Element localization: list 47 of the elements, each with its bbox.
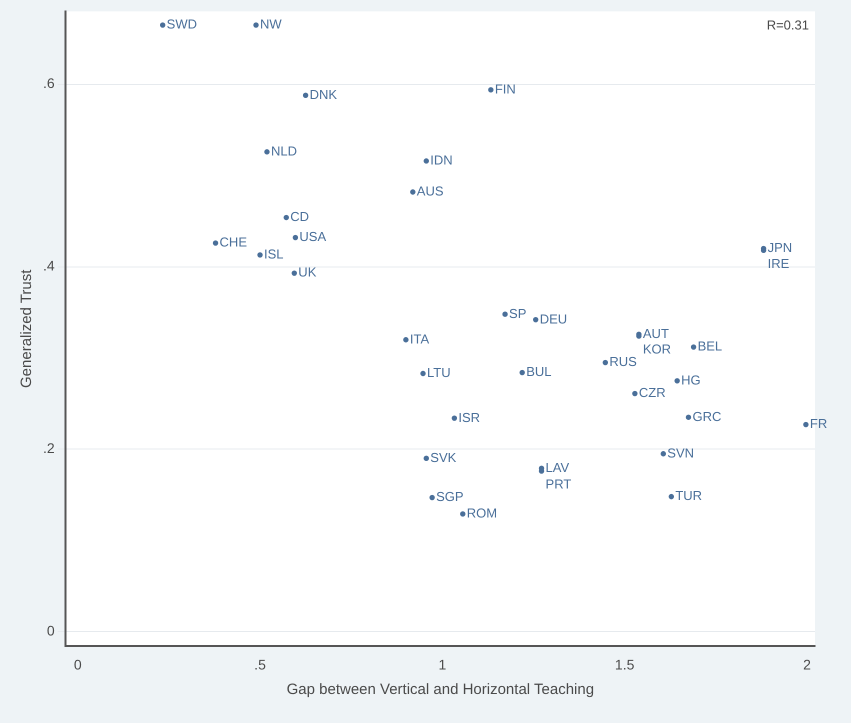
- data-label: SVN: [667, 445, 694, 460]
- y-tick-label: .2: [42, 440, 55, 456]
- data-label: SP: [509, 306, 526, 321]
- x-tick-label: 0: [74, 656, 82, 672]
- data-label: GRC: [692, 408, 722, 424]
- data-label: IRE: [768, 256, 790, 271]
- data-label: IDN: [430, 152, 453, 168]
- data-label: LTU: [427, 365, 451, 380]
- data-label: BEL: [698, 338, 722, 354]
- data-label: PRT: [546, 476, 572, 492]
- y-axis-title: Generalized Trust: [18, 268, 36, 388]
- x-tick-label: .5: [254, 656, 266, 672]
- data-label: TUR: [675, 488, 702, 504]
- data-label: BUL: [526, 364, 552, 380]
- data-label: NW: [260, 16, 282, 32]
- data-label: KOR: [642, 342, 672, 357]
- data-label: USA: [299, 229, 326, 244]
- data-label: ITA: [410, 331, 430, 346]
- data-label: ISR: [458, 410, 480, 425]
- data-label: ROM: [466, 506, 498, 521]
- annotation: R=0.31: [766, 17, 809, 32]
- data-label: CHE: [220, 234, 248, 250]
- y-tick-label: .6: [42, 75, 55, 92]
- data-label: SGP: [436, 489, 464, 504]
- x-tick-label: 2: [803, 656, 812, 672]
- y-tick-label: 0: [46, 622, 55, 638]
- data-label: DEU: [540, 311, 568, 326]
- data-label: AUS: [416, 184, 444, 199]
- data-label: HG: [681, 372, 701, 388]
- data-label: CZR: [638, 385, 666, 400]
- x-tick-label: 1: [438, 656, 446, 672]
- data-label: UK: [298, 264, 317, 280]
- data-label: ISL: [264, 246, 284, 262]
- data-label: SVK: [430, 450, 457, 465]
- data-label: DNK: [310, 86, 338, 102]
- data-label: SWD: [166, 16, 198, 32]
- data-label: NLD: [270, 143, 297, 158]
- x-axis-title: Gap between Vertical and Horizontal Teaching: [286, 681, 594, 698]
- data-label: CD: [290, 209, 310, 224]
- data-label: JPN: [768, 240, 792, 256]
- data-label: FIN: [494, 81, 516, 96]
- x-tick-label: 1.5: [614, 656, 635, 672]
- data-label: RUS: [609, 354, 638, 370]
- data-label: AUT: [642, 326, 669, 341]
- y-tick-label: .4: [42, 258, 55, 274]
- data-label: LAV: [546, 460, 570, 475]
- data-label: FR: [810, 416, 828, 432]
